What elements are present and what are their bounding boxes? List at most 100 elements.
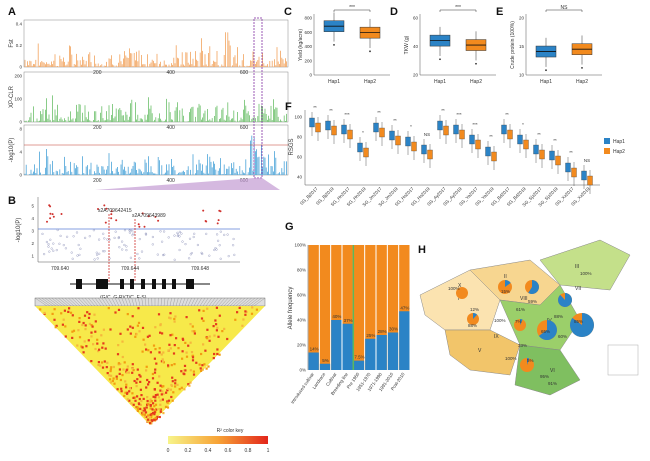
- ld-cell: [154, 417, 157, 420]
- region-numeral: IX: [494, 334, 499, 340]
- ld-cell: [218, 353, 221, 356]
- ld-cell: [200, 352, 203, 356]
- gene-exon: [120, 279, 124, 289]
- pie-label: 95%: [540, 374, 549, 379]
- ld-cell: [72, 329, 76, 332]
- ld-cell: [193, 330, 196, 333]
- ld-cell: [131, 315, 134, 318]
- rsgs-sig: **: [553, 138, 557, 143]
- ld-cell: [134, 399, 137, 402]
- ld-cell: [117, 362, 120, 365]
- snp-point: [114, 230, 117, 233]
- snp-point: [178, 248, 181, 252]
- ld-cell: [255, 308, 258, 311]
- ld-cell: [148, 334, 151, 337]
- ld-cell: [82, 351, 85, 354]
- snp-point-sig: [104, 221, 107, 224]
- ld-cell: [126, 365, 129, 368]
- ld-cell: [162, 385, 165, 388]
- manhattan-ytick: 200: [14, 74, 22, 79]
- panel-f-ytick: 80: [297, 135, 303, 140]
- ld-cell: [149, 398, 152, 401]
- ld-cell: [218, 314, 221, 317]
- ld-cell: [109, 328, 112, 331]
- ld-cell: [152, 344, 156, 347]
- ld-cell: [155, 418, 158, 421]
- ld-cell: [161, 332, 164, 335]
- ld-cell: [53, 308, 56, 311]
- rsgs-sig: *: [522, 122, 524, 127]
- ld-cell: [216, 326, 219, 329]
- ld-cell: [171, 333, 174, 336]
- ld-cell: [110, 381, 113, 384]
- ld-cell: [147, 383, 150, 386]
- ld-cell: [148, 381, 151, 384]
- ld-cell: [119, 378, 122, 382]
- ld-cell: [203, 363, 206, 366]
- bar-hap2: [376, 245, 387, 370]
- bar-hap1: [308, 352, 319, 370]
- ld-cell: [142, 397, 145, 400]
- snp-point: [136, 252, 139, 256]
- snp-point: [120, 240, 124, 243]
- sig-bracket: [439, 9, 477, 12]
- panel-e: E Crude protein (100%)10 15 20 Hap1 Hap2 NS: [496, 5, 602, 85]
- snp-point: [181, 240, 184, 243]
- ld-cell: [108, 374, 111, 377]
- bar-hap2: [319, 245, 331, 370]
- ld-cell: [149, 422, 152, 425]
- ld-cell: [91, 325, 94, 328]
- snp-point-sig: [110, 213, 113, 216]
- snp-point: [173, 258, 176, 261]
- snp-point-sig: [105, 207, 108, 210]
- ld-cell: [152, 411, 155, 415]
- snp-point: [48, 250, 51, 253]
- color-key-tick: 1: [267, 448, 270, 454]
- ld-cell: [173, 317, 176, 321]
- ld-cell: [207, 365, 210, 368]
- regional-ytick: 1: [31, 253, 34, 258]
- ld-cell: [136, 408, 139, 411]
- snp-point: [156, 253, 159, 256]
- ld-cell: [169, 388, 172, 391]
- outlier: [475, 62, 477, 65]
- snp-point: [77, 243, 80, 247]
- ld-cell: [167, 349, 170, 352]
- manhattan-ytick: 8: [19, 127, 22, 132]
- ld-cell: [140, 394, 143, 397]
- snp-point: [178, 235, 181, 238]
- ld-cell: [133, 396, 136, 399]
- bar-hap1: [376, 335, 387, 370]
- snp-point: [131, 234, 134, 237]
- ld-cell: [173, 320, 176, 323]
- ld-cell: [158, 347, 161, 350]
- ld-cell: [151, 372, 154, 376]
- rsgs-box: [315, 122, 321, 133]
- ld-cell: [158, 415, 161, 419]
- regional-ytick: 3: [31, 228, 34, 233]
- snp-point: [88, 235, 91, 238]
- ld-cell: [129, 332, 132, 335]
- ld-cell: [121, 374, 124, 377]
- ld-cell: [149, 400, 152, 403]
- manhattan-xtick: 400: [166, 70, 175, 76]
- ld-cell: [181, 350, 184, 353]
- rsgs-box: [363, 147, 369, 158]
- manhattan-xtick: 200: [93, 70, 102, 76]
- rsgs-box: [411, 141, 417, 152]
- regional-ylabel: -log10(P): [16, 218, 22, 243]
- ld-cell: [120, 387, 123, 390]
- manhattan-xtick: 200: [93, 125, 102, 131]
- ld-cell: [132, 369, 135, 372]
- ld-cell: [137, 307, 140, 310]
- panel-e-ylabel: Crude protein (100%): [510, 21, 516, 69]
- bar-hap1: [319, 363, 331, 370]
- snp-point: [205, 232, 208, 235]
- ld-cell: [223, 327, 226, 330]
- ld-cell: [191, 356, 195, 359]
- ld-cell: [68, 307, 71, 310]
- snp-point-sig: [218, 209, 221, 212]
- ld-cell: [54, 326, 57, 329]
- manhattan-ylabel: -log10(P): [9, 138, 15, 163]
- ld-cell: [147, 349, 150, 352]
